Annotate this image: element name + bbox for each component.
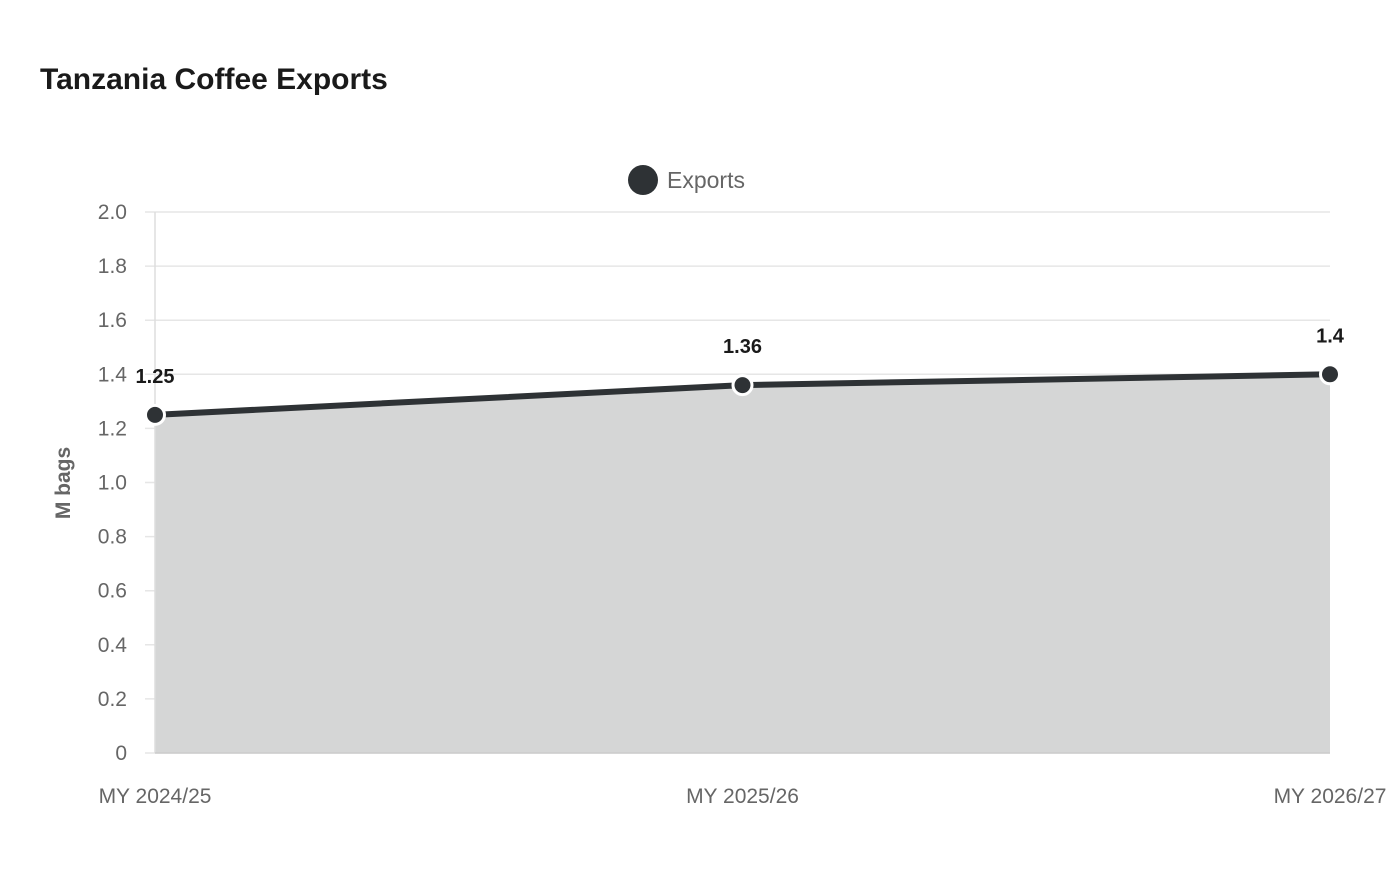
y-tick-label: 0 xyxy=(115,742,127,765)
legend-label-exports[interactable]: Exports xyxy=(667,167,745,193)
x-tick-label: MY 2026/27 xyxy=(1274,785,1387,808)
legend-marker-exports[interactable] xyxy=(628,165,658,195)
chart-title: Tanzania Coffee Exports xyxy=(40,63,388,96)
x-tick-label: MY 2024/25 xyxy=(99,785,212,808)
y-tick-label: 0.4 xyxy=(98,634,128,657)
y-tick-label: 0.2 xyxy=(98,688,127,711)
series-area xyxy=(155,374,1330,753)
y-tick-label: 1.0 xyxy=(98,472,127,495)
data-label: 1.36 xyxy=(723,336,762,358)
y-tick-label: 0.6 xyxy=(98,580,127,603)
y-tick-label: 1.6 xyxy=(98,309,127,332)
y-tick-label: 1.2 xyxy=(98,417,127,440)
y-tick-label: 1.8 xyxy=(98,255,127,278)
data-point[interactable] xyxy=(144,403,166,426)
y-tick-label: 2.0 xyxy=(98,201,127,224)
data-labels: 1.25 1.36 1.4 xyxy=(136,325,1345,388)
x-axis: MY 2024/25 MY 2025/26 MY 2026/27 xyxy=(99,752,1387,808)
x-tick-label: MY 2025/26 xyxy=(686,785,799,808)
y-axis: 0 0.2 0.4 0.6 0.8 1.0 1.2 1.4 1.6 1.8 2.0 xyxy=(98,201,156,765)
data-label: 1.4 xyxy=(1316,325,1345,347)
series-area-exports xyxy=(155,374,1330,753)
y-tick-label: 0.8 xyxy=(98,526,127,549)
data-point[interactable] xyxy=(1319,363,1341,386)
y-tick-label: 1.4 xyxy=(98,363,128,386)
y-axis-title: M bags xyxy=(52,447,75,519)
series-points xyxy=(144,363,1341,426)
data-point[interactable] xyxy=(731,374,754,397)
data-label: 1.25 xyxy=(136,366,175,388)
legend[interactable]: Exports xyxy=(628,165,745,195)
